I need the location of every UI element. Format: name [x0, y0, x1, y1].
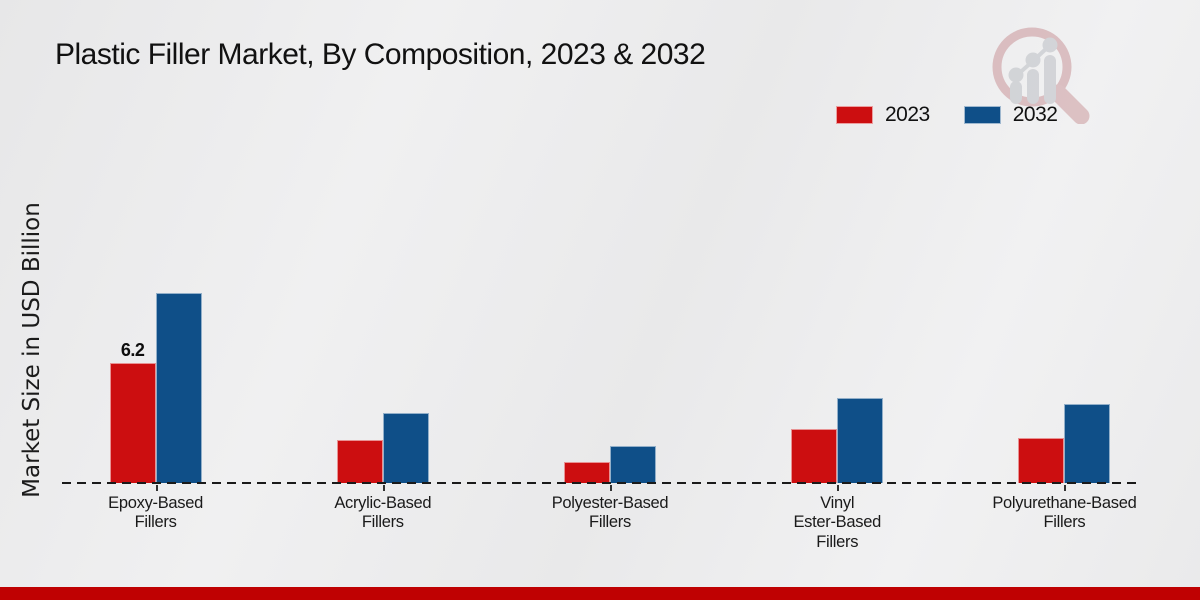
bar-group: Acrylic-Based Fillers — [269, 243, 496, 531]
bar-2032 — [382, 413, 429, 483]
magnifier-barchart-watermark-icon — [992, 27, 1090, 124]
legend-swatch-2032 — [963, 106, 1001, 124]
x-axis-dashed-line — [62, 482, 1142, 484]
bar-group: Polyester-Based Fillers — [496, 243, 723, 531]
bar-value-label: 6.2 — [120, 340, 145, 360]
bar-2023 — [1018, 438, 1065, 483]
bar-2032 — [610, 446, 656, 483]
bar-group: Vinyl Ester-Based Fillers — [724, 243, 951, 551]
bar-2032 — [155, 293, 202, 483]
legend: 2023 2032 — [836, 103, 1091, 127]
footer-red-band — [0, 587, 1200, 600]
legend-item-2023: 2023 — [836, 103, 930, 127]
bar-pair — [269, 413, 496, 483]
x-axis-tick — [155, 485, 158, 491]
x-axis-tick — [1064, 485, 1067, 491]
category-label: Polyester-Based Fillers — [551, 494, 669, 532]
bar-2023 — [791, 429, 838, 483]
chart-title: Plastic Filler Market, By Composition, 2… — [55, 38, 706, 71]
x-axis-tick — [382, 485, 385, 491]
bar-group: Polyurethane-Based Fillers — [951, 243, 1178, 531]
legend-swatch-2023 — [836, 106, 873, 124]
bar-2023 — [336, 440, 383, 483]
category-label: Epoxy-Based Fillers — [108, 494, 204, 532]
legend-item-2032: 2032 — [963, 103, 1058, 127]
category-label: Vinyl Ester-Based Fillers — [793, 494, 881, 551]
bar-pair — [724, 398, 951, 483]
bar-pair — [951, 404, 1178, 483]
bar-2032 — [837, 398, 884, 483]
plot-area: 6.2 Epoxy-Based Fillers Acrylic-Based Fill… — [42, 243, 1178, 551]
x-axis-tick — [610, 485, 612, 491]
bar-group: 6.2 Epoxy-Based Fillers — [42, 243, 269, 531]
bar-2023: 6.2 — [109, 340, 156, 483]
legend-label-2023: 2023 — [885, 103, 930, 126]
bar-2032 — [1064, 404, 1111, 483]
legend-label-2032: 2032 — [1012, 103, 1058, 126]
bar-2023 — [564, 462, 610, 483]
bar-pair: 6.2 — [42, 293, 269, 483]
bar-pair — [496, 446, 723, 483]
category-label: Acrylic-Based Fillers — [334, 494, 432, 532]
category-label: Polyurethane-Based Fillers — [992, 494, 1137, 532]
x-axis-tick — [837, 485, 840, 491]
